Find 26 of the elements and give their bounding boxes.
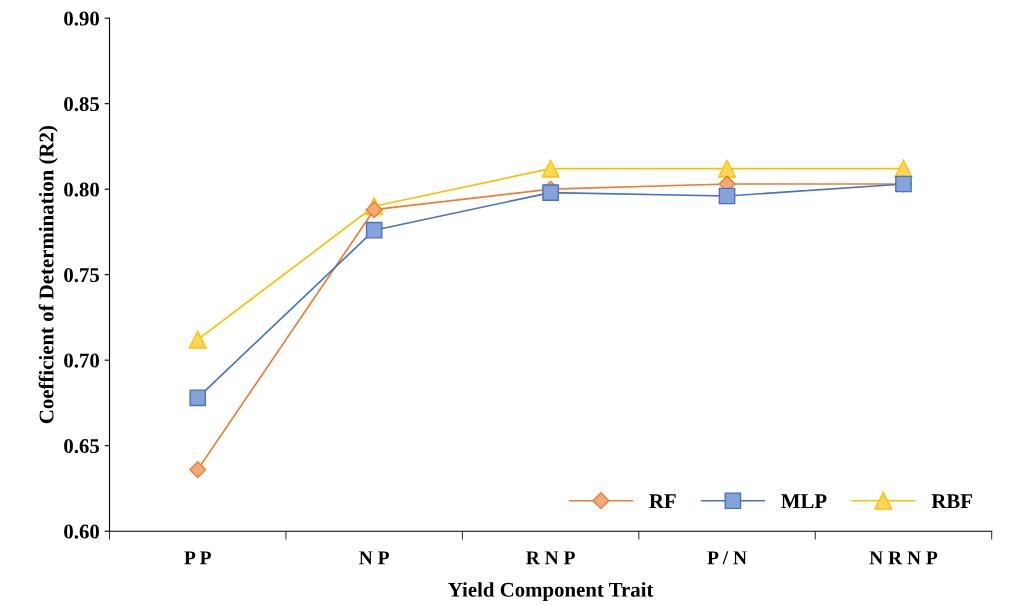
- point: [365, 221, 383, 239]
- y-tick-label: 0.75: [64, 268, 100, 283]
- x-tick-label: P P: [184, 551, 211, 565]
- x-axis-title: Yield Component Trait: [448, 582, 654, 602]
- y-tick-label: 0.65: [64, 439, 100, 454]
- y-tick-label: 0.90: [64, 11, 99, 26]
- y-tick-label: 0.80: [64, 182, 99, 197]
- point: [542, 184, 559, 201]
- x-tick-label: P / N: [707, 551, 747, 565]
- legend-label: RBF: [931, 494, 972, 509]
- point: [541, 159, 560, 178]
- point: [718, 159, 737, 178]
- point: [189, 461, 207, 479]
- legend-label: MLP: [781, 494, 827, 508]
- point: [189, 389, 207, 407]
- y-tick-label: 0.70: [64, 353, 99, 368]
- y-tick-label: 0.85: [64, 97, 100, 112]
- x-tick-label: N R N P: [869, 551, 938, 565]
- y-axis-title: Coefficient of Determination (R2): [38, 126, 58, 424]
- x-tick-label: R N P: [526, 551, 575, 565]
- y-tick-label: 0.60: [64, 524, 99, 539]
- x-tick-label: N P: [359, 551, 390, 565]
- point: [365, 201, 383, 219]
- legend-label: RF: [649, 494, 676, 508]
- point: [188, 330, 207, 349]
- point: [718, 187, 736, 205]
